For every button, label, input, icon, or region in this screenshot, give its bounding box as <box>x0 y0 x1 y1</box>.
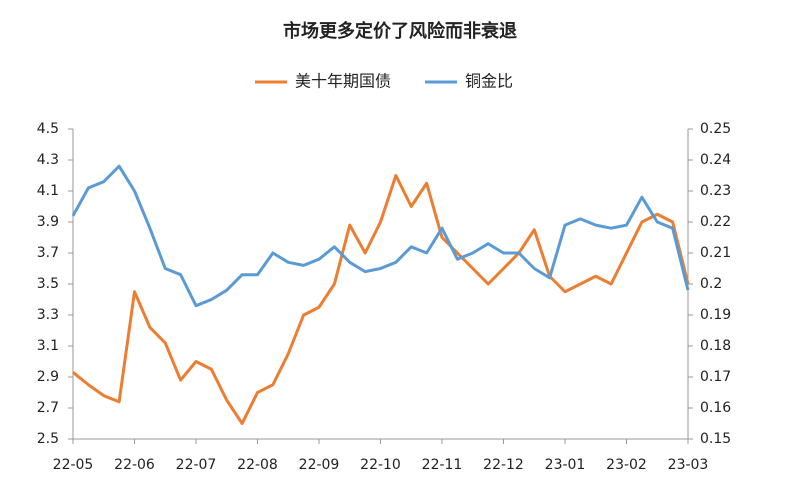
x-tick-label: 22-05 <box>53 457 94 473</box>
y-tick-label: 3.9 <box>37 214 59 230</box>
y-tick-label: 3.1 <box>37 338 59 354</box>
y2-tick-label: 0.21 <box>700 245 731 261</box>
y2-tick-label: 0.22 <box>700 214 731 230</box>
y2-tick-label: 0.17 <box>700 369 731 385</box>
series-line <box>72 174 690 425</box>
x-tick-label: 22-12 <box>483 457 524 473</box>
legend-label: 美十年期国债 <box>295 72 391 91</box>
y-tick-label: 3.7 <box>37 245 59 261</box>
y-tick-label: 4.3 <box>37 152 59 168</box>
y-tick-label: 2.7 <box>37 400 59 416</box>
y-tick-label: 4.5 <box>37 121 59 137</box>
y-tick-label: 3.5 <box>37 276 59 292</box>
x-tick-label: 22-10 <box>360 457 401 473</box>
y-tick-label: 2.5 <box>37 431 59 447</box>
y2-tick-label: 0.2 <box>700 276 722 292</box>
y-tick-label: 3.3 <box>37 307 59 323</box>
x-tick-label: 22-09 <box>299 457 340 473</box>
series-line <box>71 164 690 308</box>
y-tick-label: 2.9 <box>37 369 59 385</box>
x-tick-label: 22-06 <box>114 457 155 473</box>
y2-tick-label: 0.23 <box>700 183 731 199</box>
y2-tick-label: 0.18 <box>700 338 731 354</box>
y-tick-label: 4.1 <box>37 183 59 199</box>
x-tick-label: 22-11 <box>422 457 463 473</box>
x-tick-label: 23-01 <box>545 457 586 473</box>
x-tick-label: 22-07 <box>176 457 217 473</box>
y2-tick-label: 0.19 <box>700 307 731 323</box>
legend-label: 铜金比 <box>465 72 513 91</box>
chart-title: 市场更多定价了风险而非衰退 <box>283 20 517 42</box>
y2-tick-label: 0.16 <box>700 400 731 416</box>
y2-tick-label: 0.25 <box>700 121 731 137</box>
y2-tick-label: 0.24 <box>700 152 731 168</box>
x-tick-label: 22-08 <box>237 457 278 473</box>
y2-tick-label: 0.15 <box>700 431 731 447</box>
x-tick-label: 23-03 <box>668 457 709 473</box>
x-tick-label: 23-02 <box>606 457 647 473</box>
